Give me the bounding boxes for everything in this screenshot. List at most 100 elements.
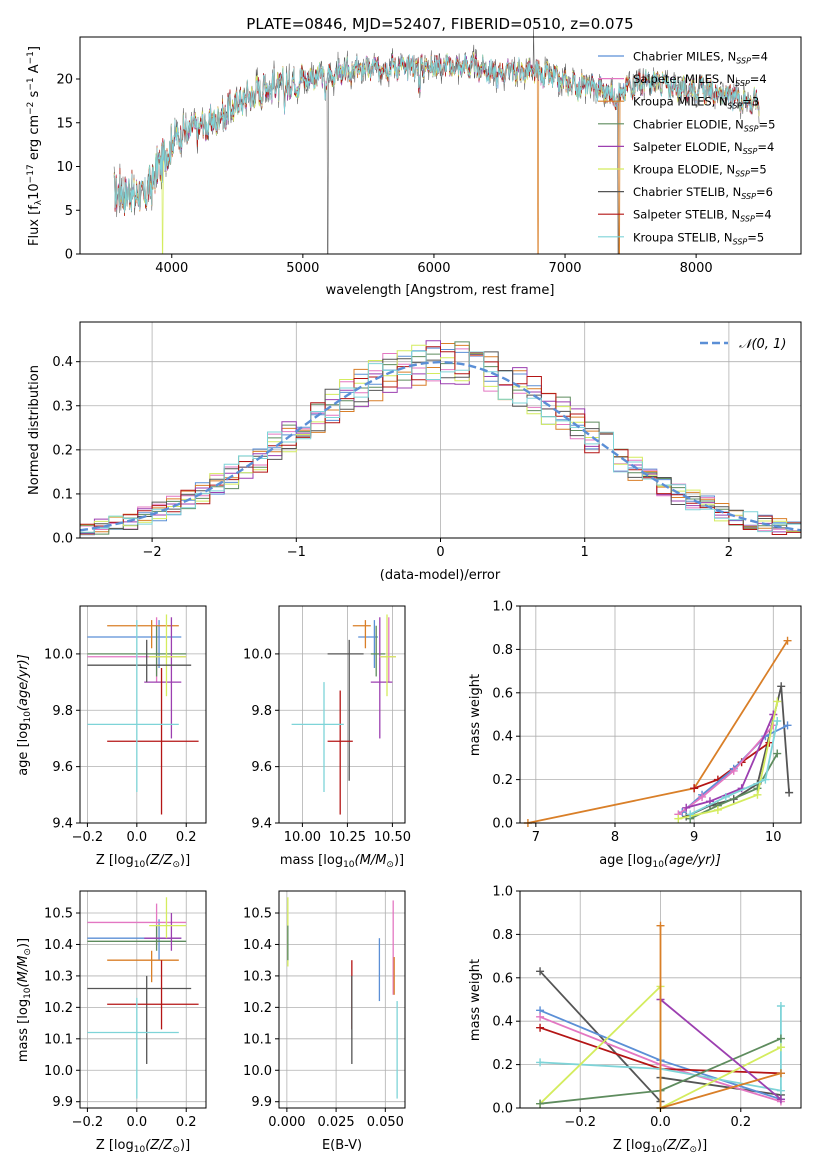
mass-vs-extinction-plot [279, 891, 405, 1108]
residual-y-tick-label: 0.0 [52, 532, 73, 547]
mass-vs-metallicity-x-tick-label: 0.2 [176, 1115, 197, 1130]
residual-y-label: Normed distribution [27, 365, 42, 495]
spectrum-legend-entry: Kroupa ELODIE, NSSP=5 [633, 163, 767, 179]
massweight-vs-age-point-marker [773, 697, 782, 706]
spectrum-legend-entry: Chabrier MILES, NSSP=4 [633, 50, 768, 66]
massweight-vs-age-point-marker [674, 814, 683, 823]
normal-distribution-curve [79, 360, 802, 532]
mass-vs-metallicity-y-tick-label: 10.3 [44, 969, 73, 984]
residual-y-tick-label: 0.4 [52, 355, 73, 370]
massweight-vs-metallicity-point-marker [536, 967, 545, 976]
massweight-vs-metallicity-point-marker [776, 1095, 785, 1104]
massweight-vs-metallicity-y-tick-label: 0.6 [492, 971, 513, 986]
mass-vs-extinction-y-tick-label: 10.3 [243, 969, 272, 984]
residual-x-tick-label: 1 [581, 545, 589, 560]
spectrum-y-ticks: 0 5 10 15 20 [56, 73, 80, 263]
age-vs-metallicity-y-tick-label: 9.6 [52, 760, 73, 775]
age-vs-metallicity-x-label: Z [log10(Z/Z⊙)] [96, 853, 190, 870]
spectrum-x-tick-label: 4000 [155, 261, 188, 276]
massweight-vs-metallicity-x-label: Z [log10(Z/Z⊙)] [613, 1138, 707, 1155]
massweight-vs-metallicity-y-label: mass weight [468, 959, 483, 1041]
normal-curve-legend-label: 𝒩(0, 1) [739, 337, 786, 352]
massweight-vs-age-series-line [678, 701, 779, 820]
mass-vs-metallicity-plot [80, 891, 206, 1108]
mass-vs-metallicity-y-ticks: 9.9 10.0 10.1 10.2 10.3 10.4 10.5 [44, 907, 80, 1110]
massweight-vs-age-series-line [527, 640, 789, 824]
age-vs-mass-y-tick-label: 10.0 [243, 647, 272, 662]
age-vs-metallicity-y-tick-label: 10.0 [44, 647, 73, 662]
spectrum-x-tick-label: 7000 [548, 261, 581, 276]
mass-vs-metallicity-y-tick-label: 10.4 [44, 938, 73, 953]
spectrum-legend-entry: Chabrier ELODIE, NSSP=5 [633, 117, 775, 133]
massweight-vs-age-y-label: mass weight [468, 674, 483, 756]
massweight-vs-age-panel: 7 8 9 10 0.0 0.2 0.4 0.6 0.8 1.0 age [log10(age/… [468, 600, 802, 870]
massweight-vs-age-series-line [689, 720, 779, 816]
spectrum-plot-area [113, 26, 760, 255]
mass-vs-metallicity-x-label: Z [log10(Z/Z⊙)] [96, 1138, 190, 1155]
age-vs-metallicity-panel: −0.2 0.0 0.2 9.4 9.6 9.8 10.0 Z [log10(Z/Z⊙)]… [16, 605, 207, 870]
mass-vs-metallicity-x-tick-label: −0.2 [72, 1115, 104, 1130]
residual-histograms [79, 340, 802, 538]
residual-x-ticks: −2 −1 0 1 2 [143, 538, 733, 560]
massweight-vs-age-x-label: age [log10(age/yr)] [599, 853, 721, 870]
massweight-vs-age-point-marker [773, 749, 782, 758]
spectrum-legend-entry: Chabrier STELIB, NSSP=6 [633, 185, 773, 201]
residual-y-tick-label: 0.2 [52, 443, 73, 458]
mass-vs-extinction-x-tick-label: 0.025 [317, 1115, 354, 1130]
mass-vs-extinction-x-ticks: 0.000 0.025 0.050 [268, 1108, 404, 1130]
spectrum-series-line [113, 53, 760, 214]
massweight-vs-age-point-marker [698, 792, 707, 801]
massweight-vs-age-y-tick-label: 0.0 [492, 817, 513, 832]
massweight-vs-age-point-marker [682, 803, 691, 812]
residual-panel: −2 −1 0 1 2 0.0 0.1 0.2 0.3 0.4 (data-model)/err… [27, 321, 802, 583]
age-vs-mass-panel: 10.00 10.25 10.50 9.4 9.6 9.8 10.0 mass [log1… [243, 605, 411, 870]
massweight-vs-age-point-marker [777, 682, 786, 691]
spectrum-y-tick-label: 10 [56, 160, 73, 175]
massweight-vs-age-y-tick-label: 0.2 [492, 773, 513, 788]
age-vs-mass-x-tick-label: 10.50 [374, 830, 411, 845]
spectrum-x-tick-label: 6000 [417, 261, 450, 276]
age-vs-mass-y-ticks: 9.4 9.6 9.8 10.0 [243, 647, 279, 832]
mass-vs-extinction-y-ticks: 9.9 10.0 10.1 10.2 10.3 10.4 10.5 [243, 907, 279, 1110]
mass-vs-extinction-y-tick-label: 10.5 [243, 907, 272, 922]
massweight-vs-metallicity-point-marker [776, 1086, 785, 1095]
massweight-vs-metallicity-panel: −0.2 0.0 0.2 0.0 0.2 0.4 0.6 0.8 1.0 Z [log10(Z… [468, 885, 802, 1155]
age-vs-mass-x-tick-label: 10.00 [284, 830, 321, 845]
age-vs-metallicity-y-label: age [log10(age/yr)] [16, 654, 33, 776]
mass-vs-metallicity-y-tick-label: 10.1 [44, 1032, 73, 1047]
massweight-vs-metallicity-series-line [659, 998, 782, 1100]
spectrum-legend: Chabrier MILES, NSSP=4 Salpeter MILES, NS… [598, 50, 775, 246]
residual-y-ticks: 0.0 0.1 0.2 0.3 0.4 [52, 355, 80, 547]
massweight-vs-age-x-ticks: 7 8 9 10 [532, 823, 782, 845]
age-vs-metallicity-y-tick-label: 9.4 [52, 817, 73, 832]
age-vs-metallicity-x-tick-label: 0.0 [126, 830, 147, 845]
spectrum-y-label: Flux [fλ10−17 erg cm−2 s−1 A−1] [26, 46, 44, 246]
age-vs-mass-y-tick-label: 9.6 [251, 760, 272, 775]
mass-vs-extinction-y-tick-label: 10.1 [243, 1032, 272, 1047]
spectrum-x-tick-label: 5000 [286, 261, 319, 276]
mass-vs-metallicity-y-tick-label: 10.5 [44, 907, 73, 922]
mass-vs-metallicity-y-tick-label: 10.0 [44, 1064, 73, 1079]
massweight-vs-age-point-marker [785, 788, 794, 797]
residual-histogram-step [79, 350, 801, 538]
massweight-vs-age-x-tick-label: 8 [611, 830, 619, 845]
massweight-vs-metallicity-point-marker [776, 1043, 785, 1052]
massweight-vs-metallicity-point-marker [656, 921, 665, 930]
mass-vs-metallicity-y-tick-label: 9.9 [52, 1095, 73, 1110]
mass-vs-metallicity-y-tick-label: 10.2 [44, 1001, 73, 1016]
spectrum-x-ticks: 4000 5000 6000 7000 8000 [155, 254, 713, 276]
massweight-vs-metallicity-point-marker [536, 1058, 545, 1067]
spectrum-y-tick-label: 0 [65, 248, 73, 263]
age-vs-mass-y-tick-label: 9.8 [251, 704, 272, 719]
mass-vs-extinction-x-tick-label: 0.050 [367, 1115, 404, 1130]
age-vs-metallicity-x-tick-label: −0.2 [72, 830, 104, 845]
massweight-vs-metallicity-y-tick-label: 0.0 [492, 1102, 513, 1117]
age-vs-metallicity-x-tick-label: 0.2 [176, 830, 197, 845]
massweight-vs-age-point-marker [721, 792, 730, 801]
massweight-vs-metallicity-point-marker [776, 1069, 785, 1078]
massweight-vs-age-y-tick-label: 0.8 [492, 643, 513, 658]
massweight-vs-age-y-tick-label: 1.0 [492, 600, 513, 615]
age-vs-mass-plot [279, 606, 405, 824]
residual-y-tick-label: 0.3 [52, 399, 73, 414]
